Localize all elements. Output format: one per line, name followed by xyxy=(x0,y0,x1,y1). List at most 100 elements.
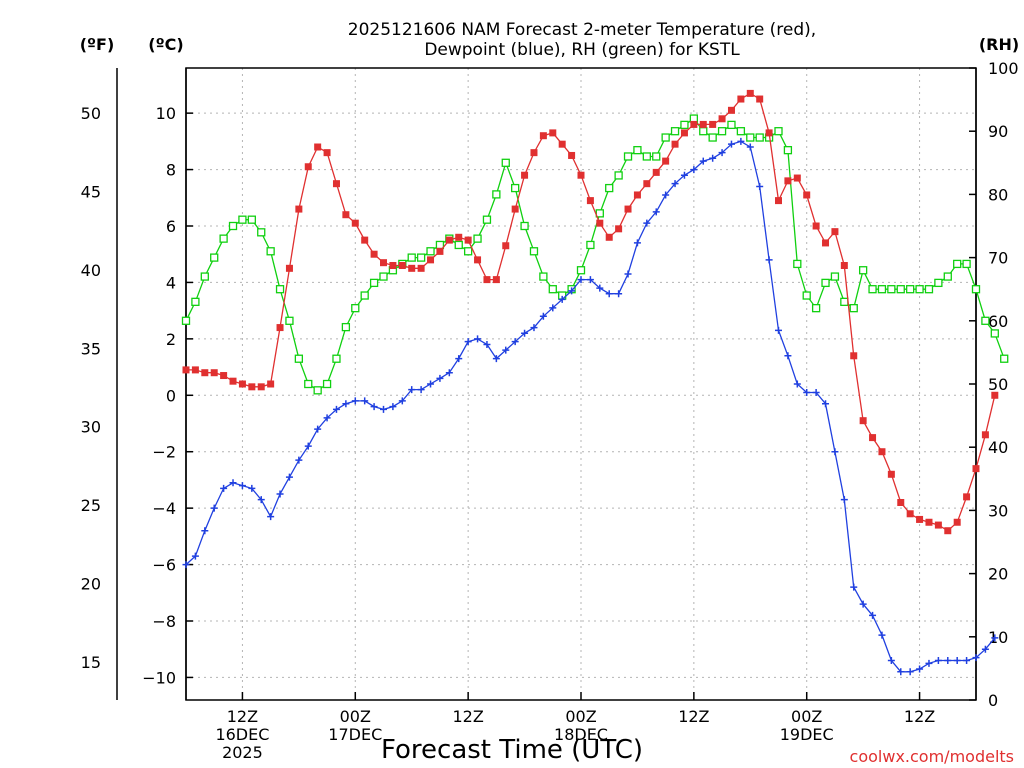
rh-point xyxy=(858,266,868,275)
rh-point xyxy=(708,133,717,142)
dewpoint-point xyxy=(267,513,275,521)
temperature-point xyxy=(963,493,971,501)
celsius-tick-label: −6 xyxy=(152,556,176,575)
temperature-point xyxy=(605,233,613,241)
rh-point xyxy=(426,247,435,256)
dewpoint-point xyxy=(427,380,435,388)
temperature-point xyxy=(822,239,830,247)
dewpoint-point xyxy=(549,304,557,312)
dewpoint-point xyxy=(408,386,416,394)
temperature-point xyxy=(436,247,444,255)
time-tick-label: 00Z xyxy=(565,707,596,726)
temperature-point xyxy=(558,140,566,148)
celsius-tick-label: 6 xyxy=(166,217,176,236)
dewpoint-point xyxy=(953,657,961,664)
rh-point xyxy=(802,291,811,300)
rh-point xyxy=(746,133,755,142)
temperature-point xyxy=(577,171,585,179)
temperature-point xyxy=(709,120,717,128)
rh-point xyxy=(896,285,905,294)
temperature-point xyxy=(427,256,435,264)
rh-tick-labels: 1009080706050403020100 xyxy=(969,59,1019,710)
dewpoint-point xyxy=(812,388,820,396)
temperature-point xyxy=(276,324,284,332)
temperature-point xyxy=(859,417,867,425)
temperature-series xyxy=(182,89,999,535)
temperature-point xyxy=(887,470,895,478)
dewpoint-point xyxy=(916,665,924,673)
rh-point xyxy=(699,127,708,136)
rh-point xyxy=(614,171,623,180)
dewpoint-point xyxy=(314,425,322,433)
time-tick-label: 2025 xyxy=(222,743,263,762)
temperature-point xyxy=(257,383,265,391)
temperature-point xyxy=(953,518,961,526)
rh-point xyxy=(633,146,642,155)
temperature-point xyxy=(746,89,754,97)
rh-series xyxy=(181,114,1009,395)
dewpoint-point xyxy=(182,561,190,569)
temperature-point xyxy=(332,180,340,188)
temperature-point xyxy=(229,377,237,385)
temperature-point xyxy=(304,163,312,171)
temperature-point xyxy=(981,431,989,439)
temperature-point xyxy=(652,168,660,176)
dewpoint-point xyxy=(295,456,303,464)
temperature-point xyxy=(680,129,688,137)
dewpoint-point xyxy=(775,326,782,334)
dewpoint-point xyxy=(417,386,425,394)
temperature-point xyxy=(323,149,331,157)
dewpoint-point xyxy=(822,400,830,408)
dewpoint-point xyxy=(276,490,284,498)
dewpoint-point xyxy=(784,352,792,360)
dewpoint-point xyxy=(568,287,576,295)
temperature-point xyxy=(445,236,453,244)
dewpoint-point xyxy=(342,400,350,408)
rh-tick-label: 70 xyxy=(988,249,1008,268)
time-tick-label: 17DEC xyxy=(328,725,382,744)
temperature-point xyxy=(878,448,886,456)
x-axis-title: Forecast Time (UTC) xyxy=(381,735,643,765)
fahrenheit-tick-labels: 50 45 40 35 30 25 20 15 xyxy=(81,104,101,672)
temperature-point xyxy=(502,242,510,250)
time-tick-label: 12Z xyxy=(904,707,935,726)
temperature-point xyxy=(370,250,378,258)
dewpoint-point xyxy=(869,611,877,619)
rh-point xyxy=(294,354,304,363)
temperature-point xyxy=(596,219,604,227)
rh-point xyxy=(416,253,426,262)
dewpoint-point xyxy=(840,496,848,504)
dewpoint-point xyxy=(981,645,989,653)
rh-point xyxy=(953,259,962,269)
dewpoint-point xyxy=(445,369,453,377)
rh-point xyxy=(586,240,595,250)
rh-point xyxy=(228,221,238,231)
dewpoint-point xyxy=(680,171,688,179)
celsius-tick-label: −10 xyxy=(142,668,176,687)
temperature-point xyxy=(483,276,491,284)
rh-tick-label: 30 xyxy=(988,501,1008,520)
temperature-point xyxy=(586,197,594,205)
rh-tick-label: 90 xyxy=(988,122,1008,141)
temperature-point xyxy=(793,174,801,182)
temperature-point xyxy=(690,120,698,128)
temperature-point xyxy=(897,499,905,506)
rh-point xyxy=(360,291,369,300)
temperature-point xyxy=(812,222,820,230)
temperature-point xyxy=(210,369,218,377)
rh-point xyxy=(924,285,934,294)
rh-point xyxy=(877,285,887,294)
rh-point xyxy=(652,152,661,161)
fahrenheit-tick-label: 40 xyxy=(81,261,101,280)
rh-point xyxy=(529,247,539,256)
dewpoint-point xyxy=(699,157,707,165)
celsius-tick-label: −8 xyxy=(152,612,176,631)
dewpoint-point xyxy=(577,276,585,284)
dewpoint-point xyxy=(380,405,387,413)
rh-point xyxy=(642,152,651,161)
rh-point xyxy=(915,285,924,294)
dewpoint-point xyxy=(323,414,331,422)
temperature-point xyxy=(775,197,782,205)
celsius-tick-label: 2 xyxy=(166,330,176,349)
